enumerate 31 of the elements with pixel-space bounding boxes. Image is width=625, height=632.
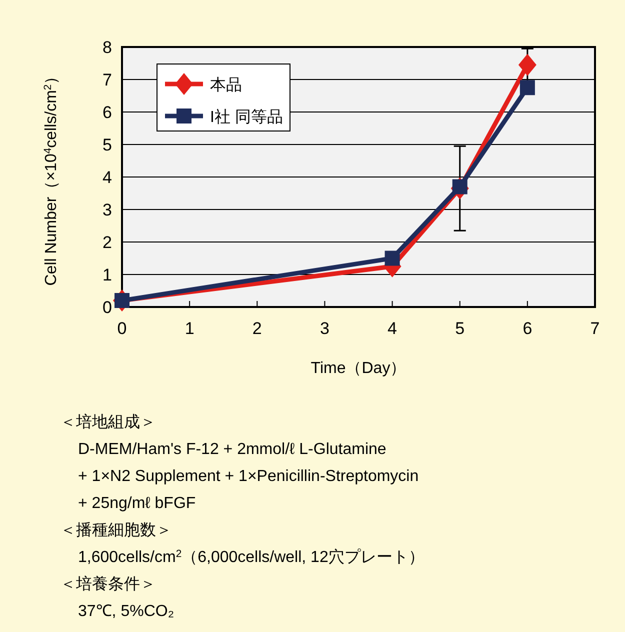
x-tick-label: 4: [388, 319, 398, 338]
text: D-MEM/Ham's F-12 + 2mmol/ℓ L-Glutamine: [78, 441, 386, 458]
y-tick-label: 2: [102, 233, 112, 252]
x-tick-label: 5: [455, 319, 465, 338]
text: ＜播種細胞数＞: [60, 522, 172, 539]
point: [384, 250, 400, 266]
legend-label: 本品: [210, 76, 242, 94]
x-tick-label: 1: [184, 319, 194, 338]
text: ＜培地組成＞: [60, 413, 156, 431]
y-tick-label: 4: [102, 168, 112, 187]
x-tick-label: 0: [117, 319, 127, 338]
point: [518, 54, 536, 76]
x-tick-label: 7: [590, 319, 600, 338]
x-tick-label: 6: [522, 319, 532, 338]
y-tick-label: 6: [102, 103, 112, 122]
y-tick-label: 0: [102, 298, 112, 317]
text: 37℃, 5%CO₂: [78, 603, 174, 620]
point: [520, 80, 535, 96]
text: 1,600cells/cm$^{2}$（6,000cells/well, 12穴プレート）: [78, 548, 424, 566]
legend-label: I社 同等品: [210, 108, 283, 126]
y-tick-label: 3: [102, 200, 112, 220]
x-tick-label: 2: [252, 319, 262, 338]
y-tick-label: 1: [102, 266, 112, 284]
y-tick-label: 7: [102, 70, 112, 90]
text: + 1×N2 Supplement + 1×Penicillin-Streptomycin: [78, 468, 419, 485]
x-axis-title: Time（Day）: [310, 360, 406, 377]
text: + 25ng/mℓ bFGF: [78, 495, 196, 512]
text: ＜培養条件＞: [60, 575, 156, 593]
y-tick-label: 5: [102, 136, 112, 154]
y-tick-label: 8: [102, 38, 112, 57]
x-tick-label: 3: [320, 319, 330, 338]
